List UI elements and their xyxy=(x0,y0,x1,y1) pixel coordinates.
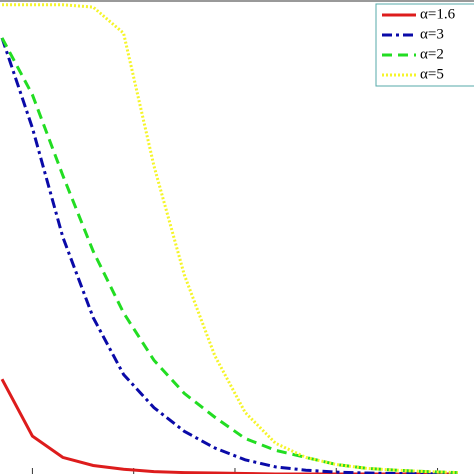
legend-label: α=2 xyxy=(420,46,444,62)
legend-label: α=1.6 xyxy=(420,6,456,22)
legend-label: α=5 xyxy=(420,66,444,82)
series-line xyxy=(2,3,458,474)
series-line xyxy=(0,378,458,474)
legend-label: α=3 xyxy=(420,26,444,42)
legend-box xyxy=(375,3,474,87)
